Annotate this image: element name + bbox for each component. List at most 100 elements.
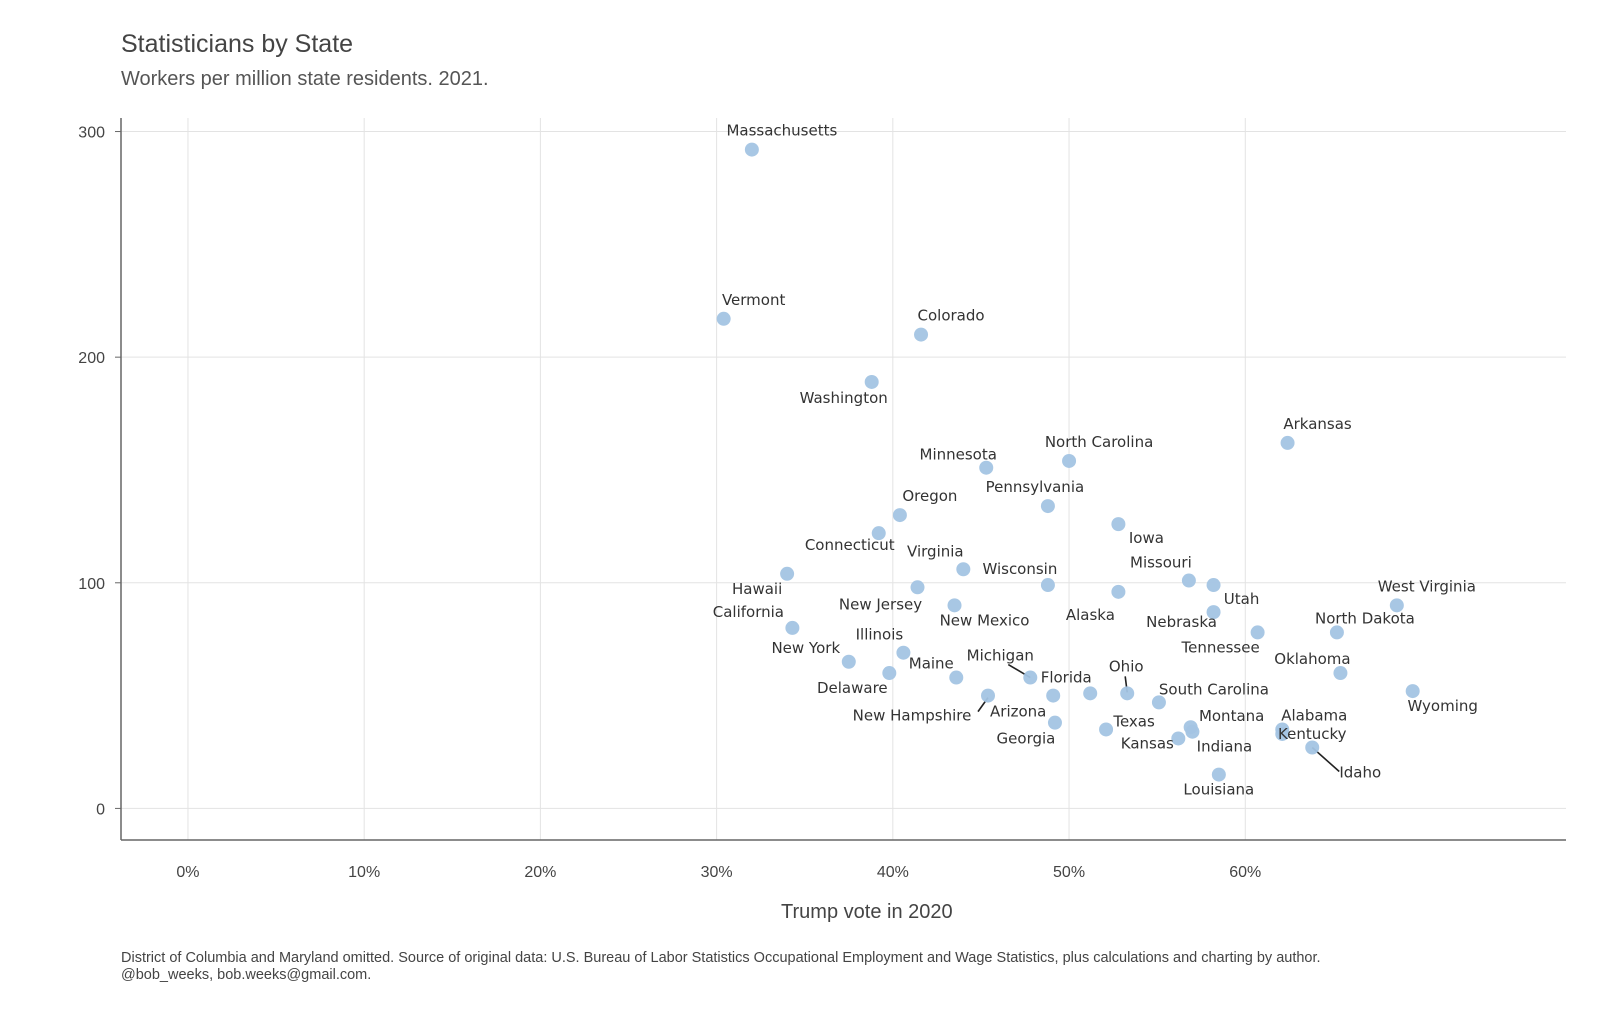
point-label: North Dakota	[1315, 609, 1415, 627]
data-point	[780, 566, 795, 581]
caption-line-1: District of Columbia and Maryland omitte…	[121, 950, 1321, 966]
point-label: Arizona	[990, 703, 1046, 721]
x-tick-label: 50%	[1053, 864, 1085, 881]
data-point	[882, 666, 897, 681]
point-label: Florida	[1041, 668, 1092, 686]
data-point	[1111, 517, 1126, 532]
point-label: Pennsylvania	[986, 478, 1085, 496]
point-label: Missouri	[1130, 554, 1192, 572]
point-label: Utah	[1224, 590, 1260, 608]
grid-lines	[121, 118, 1566, 840]
axes	[115, 118, 1566, 841]
data-point	[1405, 684, 1420, 699]
point-label: Idaho	[1339, 763, 1381, 781]
point-label: Kentucky	[1278, 725, 1347, 743]
data-point	[841, 654, 856, 669]
point-label: Kansas	[1121, 734, 1174, 752]
data-point	[1040, 578, 1055, 593]
data-point	[716, 311, 731, 326]
point-label: Minnesota	[920, 446, 997, 464]
caption-line-2: @bob_weeks, bob.weeks@gmail.com.	[121, 967, 372, 983]
x-tick-label: 60%	[1229, 864, 1261, 881]
x-tick-label: 10%	[348, 864, 380, 881]
point-label: Nebraska	[1146, 613, 1217, 631]
point-label: Louisiana	[1183, 781, 1254, 799]
point-label: Connecticut	[805, 536, 895, 554]
y-tick-label: 0	[96, 801, 105, 818]
data-point	[910, 580, 925, 595]
point-label: Arkansas	[1283, 415, 1352, 433]
data-point	[744, 142, 759, 157]
point-label: New Mexico	[940, 611, 1030, 629]
point-label: North Carolina	[1045, 433, 1153, 451]
point-label: Illinois	[856, 626, 904, 644]
point-labels: Massachusetts Vermont Colorado Washington Ar…	[713, 122, 1478, 799]
point-label: Alaska	[1066, 606, 1115, 624]
data-point	[947, 598, 962, 613]
data-point	[1181, 573, 1196, 588]
chart-title: Statisticians by State	[121, 30, 354, 58]
data-point	[1120, 686, 1135, 701]
data-point	[1047, 715, 1062, 730]
data-point	[1305, 740, 1320, 755]
data-point	[1099, 722, 1114, 737]
data-point	[1333, 666, 1348, 681]
data-point	[1211, 767, 1226, 782]
point-label: Massachusetts	[726, 122, 837, 140]
data-point	[864, 374, 879, 389]
data-points	[716, 142, 1420, 782]
data-point	[1083, 686, 1098, 701]
point-label: Indiana	[1197, 738, 1253, 756]
point-label: West Virginia	[1378, 577, 1476, 595]
point-label: Alabama	[1281, 706, 1347, 724]
data-point	[1040, 499, 1055, 514]
data-point	[1046, 688, 1061, 703]
point-label: New York	[771, 639, 840, 657]
point-label: Washington	[800, 389, 888, 407]
point-label: Montana	[1199, 707, 1264, 725]
point-label: Delaware	[817, 679, 888, 697]
x-tick-label: 30%	[701, 864, 733, 881]
data-point	[914, 327, 929, 342]
point-label: Oklahoma	[1274, 650, 1350, 668]
data-point	[1206, 578, 1221, 593]
point-label: New Hampshire	[853, 707, 972, 725]
data-point	[1062, 453, 1077, 468]
data-point	[1280, 435, 1295, 450]
point-label: Maine	[909, 655, 954, 673]
tick-labels: 0% 10% 20% 30% 40% 50% 60% 0 100 200 300	[78, 125, 1261, 881]
data-point	[1111, 584, 1126, 599]
point-label: South Carolina	[1159, 680, 1269, 698]
point-label: Michigan	[967, 647, 1034, 665]
x-tick-label: 20%	[524, 864, 556, 881]
point-label: Wisconsin	[982, 560, 1057, 578]
point-label: Texas	[1112, 712, 1155, 730]
point-label: Vermont	[722, 291, 786, 309]
data-point	[871, 526, 886, 541]
point-label: Ohio	[1109, 657, 1144, 675]
point-label: Virginia	[907, 542, 964, 560]
point-label: Hawaii	[732, 580, 782, 598]
x-tick-label: 0%	[176, 864, 199, 881]
data-point	[1171, 731, 1186, 746]
data-point	[1151, 695, 1166, 710]
chart-subtitle: Workers per million state residents. 202…	[121, 68, 489, 90]
data-point	[949, 670, 964, 685]
data-point	[785, 620, 800, 635]
data-point	[979, 460, 994, 475]
data-point	[1206, 605, 1221, 620]
point-label: Tennessee	[1181, 638, 1260, 656]
data-point	[1250, 625, 1265, 640]
x-tick-label: 40%	[877, 864, 909, 881]
point-label: New Jersey	[839, 595, 922, 613]
data-point	[1185, 724, 1200, 739]
data-point	[1023, 670, 1038, 685]
data-point	[1389, 598, 1404, 613]
y-tick-label: 100	[78, 576, 105, 593]
y-tick-label: 300	[78, 125, 105, 142]
data-point	[1329, 625, 1344, 640]
point-label: Georgia	[997, 730, 1056, 748]
y-tick-label: 200	[78, 350, 105, 367]
point-label: Wyoming	[1407, 697, 1477, 715]
